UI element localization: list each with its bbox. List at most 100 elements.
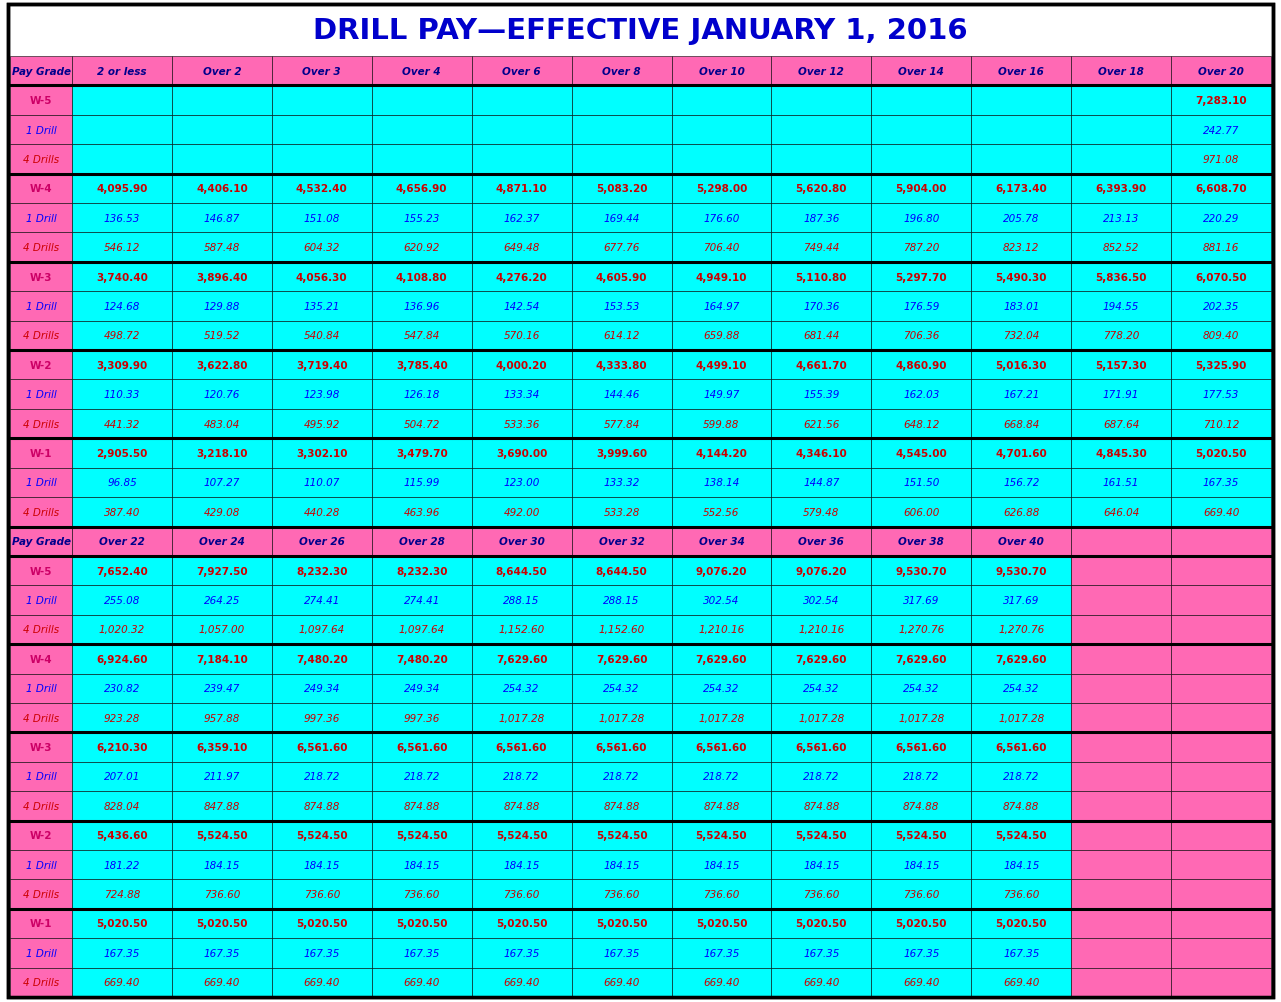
Bar bbox=[971, 909, 1071, 938]
Text: 732.04: 732.04 bbox=[1003, 331, 1039, 341]
Bar bbox=[272, 880, 371, 909]
Bar bbox=[971, 968, 1071, 997]
Bar bbox=[471, 850, 571, 880]
Text: 6,393.90: 6,393.90 bbox=[1095, 184, 1146, 194]
Text: 205.78: 205.78 bbox=[1003, 213, 1039, 223]
Text: 107.27: 107.27 bbox=[204, 478, 240, 488]
Text: Over 34: Over 34 bbox=[698, 537, 744, 547]
Text: 587.48: 587.48 bbox=[204, 242, 240, 253]
Text: 167.21: 167.21 bbox=[1003, 390, 1039, 400]
Text: 5,524.50: 5,524.50 bbox=[396, 831, 447, 841]
Bar bbox=[272, 115, 371, 145]
Bar bbox=[671, 792, 771, 821]
Bar bbox=[1171, 674, 1271, 703]
Text: 7,184.10: 7,184.10 bbox=[196, 654, 247, 664]
Text: 187.36: 187.36 bbox=[803, 213, 839, 223]
Text: 136.53: 136.53 bbox=[104, 213, 140, 223]
Bar bbox=[10, 909, 72, 938]
Bar bbox=[971, 880, 1071, 909]
Bar bbox=[1071, 703, 1171, 732]
Bar bbox=[571, 263, 671, 292]
Bar bbox=[771, 968, 871, 997]
Bar bbox=[971, 586, 1071, 615]
Bar bbox=[471, 586, 571, 615]
Bar bbox=[871, 410, 971, 439]
Bar bbox=[1171, 615, 1271, 644]
Bar bbox=[10, 880, 72, 909]
Text: 4 Drills: 4 Drills bbox=[23, 507, 59, 517]
Bar bbox=[471, 615, 571, 644]
Bar bbox=[771, 938, 871, 968]
Text: 5,020.50: 5,020.50 bbox=[796, 919, 847, 929]
Bar bbox=[72, 380, 172, 410]
Bar bbox=[671, 556, 771, 586]
Bar bbox=[1071, 586, 1171, 615]
Bar bbox=[172, 880, 272, 909]
Text: 736.60: 736.60 bbox=[404, 889, 439, 899]
Bar bbox=[1171, 703, 1271, 732]
Text: 809.40: 809.40 bbox=[1203, 331, 1239, 341]
Bar bbox=[671, 938, 771, 968]
Text: 6,561.60: 6,561.60 bbox=[796, 742, 847, 753]
Bar bbox=[571, 115, 671, 145]
Text: 115.99: 115.99 bbox=[404, 478, 439, 488]
Text: 649.48: 649.48 bbox=[503, 242, 539, 253]
Bar bbox=[10, 732, 72, 762]
Bar bbox=[671, 498, 771, 527]
Bar bbox=[571, 410, 671, 439]
Bar bbox=[72, 792, 172, 821]
Text: 120.76: 120.76 bbox=[204, 390, 240, 400]
Text: 288.15: 288.15 bbox=[503, 595, 539, 605]
Text: 1 Drill: 1 Drill bbox=[26, 125, 56, 135]
Text: W-1: W-1 bbox=[29, 449, 53, 459]
Bar bbox=[371, 586, 471, 615]
Text: 710.12: 710.12 bbox=[1203, 419, 1239, 429]
Text: 3,785.40: 3,785.40 bbox=[396, 361, 447, 371]
Text: 736.60: 736.60 bbox=[703, 889, 739, 899]
Bar bbox=[1171, 115, 1271, 145]
Bar bbox=[1071, 351, 1171, 380]
Text: Over 38: Over 38 bbox=[898, 537, 944, 547]
Bar bbox=[971, 468, 1071, 498]
Bar bbox=[72, 556, 172, 586]
Text: 181.22: 181.22 bbox=[104, 860, 140, 870]
Text: 5,020.50: 5,020.50 bbox=[696, 919, 747, 929]
Text: 8,644.50: 8,644.50 bbox=[496, 566, 547, 576]
Text: 828.04: 828.04 bbox=[104, 801, 140, 811]
Bar bbox=[172, 762, 272, 792]
Bar bbox=[10, 115, 72, 145]
Bar bbox=[671, 292, 771, 322]
Bar bbox=[1171, 174, 1271, 203]
Bar bbox=[1171, 938, 1271, 968]
Text: 1 Drill: 1 Drill bbox=[26, 478, 56, 488]
Bar bbox=[371, 674, 471, 703]
Bar bbox=[371, 380, 471, 410]
Text: 5,836.50: 5,836.50 bbox=[1095, 273, 1146, 283]
Text: 669.40: 669.40 bbox=[703, 977, 739, 987]
Bar bbox=[671, 821, 771, 850]
Bar bbox=[172, 57, 272, 86]
Bar bbox=[72, 439, 172, 468]
Bar bbox=[1071, 644, 1171, 674]
Bar bbox=[10, 703, 72, 732]
Text: Over 6: Over 6 bbox=[502, 67, 541, 76]
Bar bbox=[971, 644, 1071, 674]
Text: 1,017.28: 1,017.28 bbox=[898, 713, 944, 722]
Bar bbox=[471, 938, 571, 968]
Bar bbox=[371, 762, 471, 792]
Text: 5,020.50: 5,020.50 bbox=[596, 919, 647, 929]
Bar bbox=[471, 762, 571, 792]
Text: 249.34: 249.34 bbox=[404, 683, 439, 693]
Bar bbox=[10, 380, 72, 410]
Bar bbox=[771, 615, 871, 644]
Text: 218.72: 218.72 bbox=[903, 772, 939, 782]
Text: 736.60: 736.60 bbox=[204, 889, 240, 899]
Bar bbox=[371, 57, 471, 86]
Bar bbox=[10, 586, 72, 615]
Bar bbox=[272, 145, 371, 174]
Text: Over 3: Over 3 bbox=[302, 67, 341, 76]
Text: 599.88: 599.88 bbox=[703, 419, 739, 429]
Bar bbox=[1171, 292, 1271, 322]
Text: 194.55: 194.55 bbox=[1103, 302, 1139, 312]
Bar bbox=[771, 792, 871, 821]
